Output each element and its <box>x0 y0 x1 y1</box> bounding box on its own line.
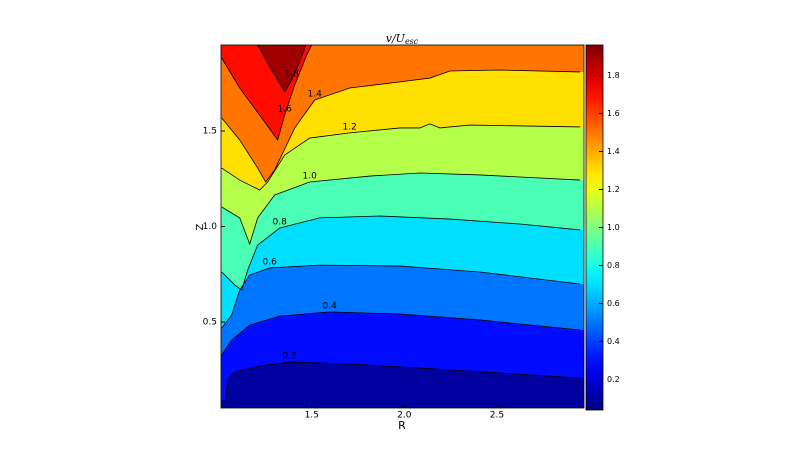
colorbar-tick-label: 0.2 <box>607 375 620 384</box>
contour-line <box>225 361 581 401</box>
field-band <box>221 45 584 182</box>
contour-label: 0.4 <box>323 301 338 311</box>
title-sub: esc <box>405 37 419 46</box>
x-axis-label: R <box>398 419 406 432</box>
contour-line <box>221 215 581 291</box>
x-tick-label: 2.0 <box>397 411 412 421</box>
y-axis-label: Z <box>195 223 206 230</box>
contour-label: 1.2 <box>343 122 357 132</box>
contour-line <box>221 123 581 191</box>
contour-line <box>221 69 581 183</box>
colorbar-tick-label: 0.4 <box>607 337 620 346</box>
contour-line <box>221 264 581 329</box>
contour-line <box>257 45 307 93</box>
contour-line <box>221 311 581 356</box>
contour-line <box>221 45 313 141</box>
contour-lines <box>221 45 581 401</box>
colorbar-tick-label: 1.0 <box>607 223 620 232</box>
colorbar-tick-label: 1.6 <box>607 109 620 118</box>
x-tick-label: 1.5 <box>305 411 319 421</box>
colorbar-tick-label: 1.8 <box>607 71 620 80</box>
contour-label: 0.6 <box>263 257 278 267</box>
contour-label: 0.2 <box>283 351 297 361</box>
colorbar-tick-label: 1.4 <box>607 147 620 156</box>
contour-label: 1.6 <box>278 104 293 114</box>
colorbar-tick-label: 0.6 <box>607 299 620 308</box>
title-main: v/U <box>386 32 406 45</box>
contour-label: 1.8 <box>285 69 300 79</box>
contour-label: 0.8 <box>273 218 288 228</box>
field <box>221 45 584 408</box>
contour-line <box>221 172 581 246</box>
contour-label: 1.0 <box>303 171 318 181</box>
field-band <box>257 45 306 92</box>
colorbar-tick-label: 1.2 <box>607 185 620 194</box>
y-tick-label: 0.5 <box>203 318 217 328</box>
contour-label: 1.4 <box>308 90 323 100</box>
colorbar-tick-label: 0.8 <box>607 261 620 270</box>
chart-title: v/Uesc <box>386 32 419 46</box>
y-tick-label: 1.0 <box>203 222 218 232</box>
x-tick-label: 2.5 <box>490 411 504 421</box>
y-tick-label: 1.5 <box>203 126 217 136</box>
